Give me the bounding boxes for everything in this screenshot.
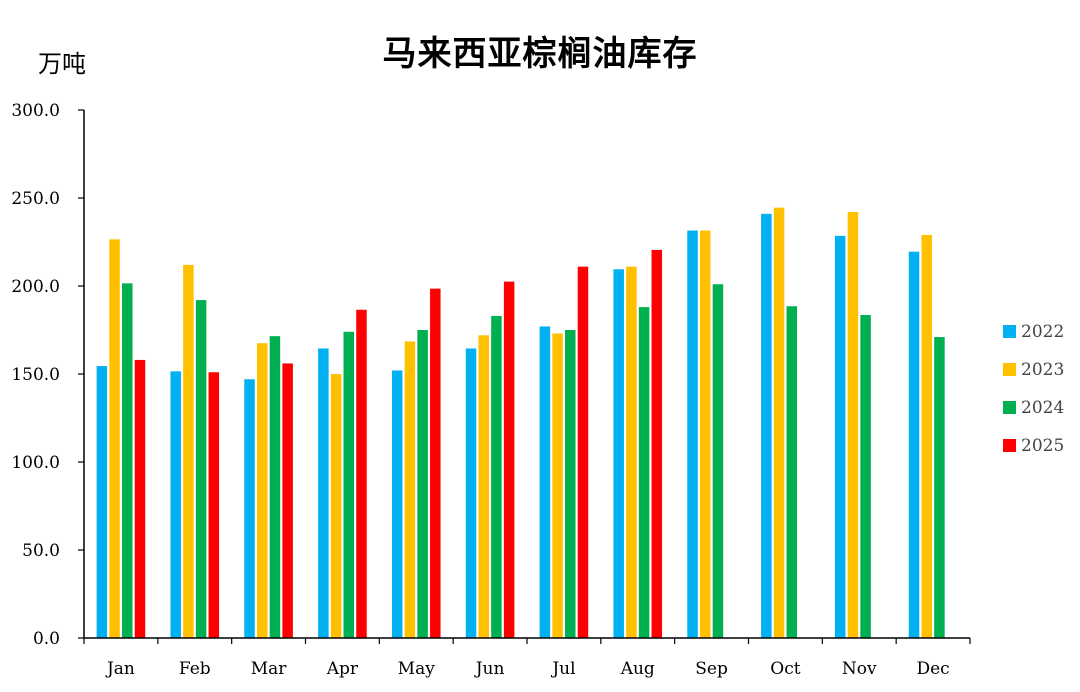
axes-group: 0.0 50.0 100.0 150.0 200.0 250.0 300.0 Jan Feb Ma… bbox=[11, 101, 971, 679]
bar-2024-Aug bbox=[638, 307, 650, 638]
bar-2025-Apr bbox=[356, 309, 367, 638]
bar-2023-Sep bbox=[699, 230, 711, 638]
bar-2024-Feb bbox=[195, 300, 207, 638]
bar-2023-Dec bbox=[921, 234, 932, 638]
bar-2023-Oct bbox=[773, 207, 785, 638]
bar-2022-Nov bbox=[834, 235, 846, 638]
legend-swatch-2023 bbox=[1003, 363, 1016, 376]
bar-2023-Mar bbox=[256, 343, 268, 638]
bar-2024-Apr bbox=[343, 331, 355, 638]
bar-2024-Jan bbox=[122, 283, 133, 638]
bar-2022-Oct bbox=[761, 213, 772, 638]
bar-2022-Feb bbox=[170, 371, 181, 638]
y-tick-label: 250.0 bbox=[11, 189, 60, 209]
bar-2022-May bbox=[391, 370, 403, 638]
legend-label-2023: 2023 bbox=[1021, 360, 1064, 380]
bar-2023-Aug bbox=[626, 266, 637, 638]
bar-2024-Mar bbox=[269, 336, 281, 638]
bar-2023-Jan bbox=[109, 239, 120, 639]
bar-2024-Nov bbox=[860, 315, 871, 638]
bar-2022-Jan bbox=[96, 366, 108, 638]
bar-2022-Jul bbox=[539, 326, 551, 638]
x-tick-label-nov: Nov bbox=[842, 659, 877, 679]
y-tick-label: 100.0 bbox=[11, 453, 60, 473]
x-tick-label-sep: Sep bbox=[695, 659, 728, 679]
bar-2023-Apr bbox=[330, 374, 342, 638]
x-tick-label-feb: Feb bbox=[179, 659, 211, 679]
x-tick-label-may: May bbox=[398, 659, 436, 679]
bar-2025-May bbox=[430, 288, 441, 638]
bars-group bbox=[96, 207, 945, 639]
bar-2023-Jun bbox=[478, 335, 489, 638]
x-tick-label-jan: Jan bbox=[105, 659, 135, 679]
bar-2024-May bbox=[417, 330, 428, 638]
bar-2024-Jun bbox=[491, 315, 502, 638]
bar-2024-Sep bbox=[712, 284, 724, 638]
bar-2023-Jul bbox=[552, 333, 563, 638]
bar-2023-Feb bbox=[183, 264, 194, 638]
bar-2022-Apr bbox=[318, 348, 329, 638]
bar-2022-Sep bbox=[687, 230, 698, 638]
y-tick-label: 300.0 bbox=[11, 101, 60, 121]
y-tick-label: 150.0 bbox=[11, 365, 60, 385]
x-tick-label-mar: Mar bbox=[251, 659, 288, 679]
x-tick-label-oct: Oct bbox=[770, 659, 800, 679]
legend-swatch-2022 bbox=[1003, 325, 1016, 338]
bar-2025-Aug bbox=[651, 249, 663, 639]
legend-label-2024: 2024 bbox=[1021, 398, 1064, 418]
x-tick-label-aug: Aug bbox=[620, 659, 655, 679]
bar-2024-Oct bbox=[786, 306, 798, 638]
bar-2023-Nov bbox=[847, 212, 859, 638]
y-tick-label: 0.0 bbox=[33, 629, 60, 649]
chart-title: 马来西亚棕榈油库存 bbox=[382, 34, 698, 74]
bar-2025-Jan bbox=[134, 359, 146, 638]
legend-label-2025: 2025 bbox=[1021, 436, 1064, 456]
y-tick-label: 200.0 bbox=[11, 277, 60, 297]
bar-2025-Jun bbox=[503, 281, 515, 638]
bar-2025-Feb bbox=[208, 372, 220, 638]
bar-2022-Mar bbox=[244, 379, 255, 638]
bar-2024-Dec bbox=[934, 337, 945, 638]
bar-2025-Jul bbox=[577, 266, 589, 638]
legend: 2022 2023 2024 2025 bbox=[1003, 322, 1064, 456]
legend-swatch-2025 bbox=[1003, 439, 1016, 452]
bar-2024-Jul bbox=[565, 330, 576, 638]
bar-2022-Aug bbox=[613, 269, 624, 638]
x-tick-label-jun: Jun bbox=[474, 659, 505, 679]
legend-swatch-2024 bbox=[1003, 401, 1016, 414]
legend-label-2022: 2022 bbox=[1021, 322, 1064, 342]
bar-2022-Jun bbox=[465, 348, 477, 638]
x-tick-label-apr: Apr bbox=[326, 659, 359, 679]
x-tick-label-dec: Dec bbox=[916, 659, 949, 679]
x-tick-label-jul: Jul bbox=[550, 659, 575, 679]
bar-2025-Mar bbox=[282, 363, 293, 638]
bar-2022-Dec bbox=[908, 251, 920, 638]
bar-2023-May bbox=[404, 341, 416, 638]
y-tick-label: 50.0 bbox=[22, 541, 60, 561]
y-axis-unit-label: 万吨 bbox=[38, 50, 86, 78]
